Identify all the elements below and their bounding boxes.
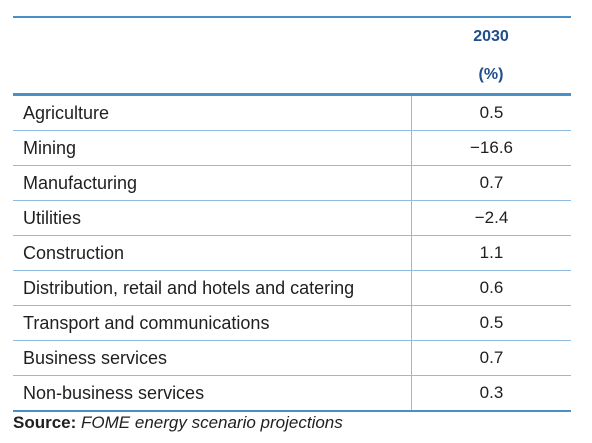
header-unit: (%) [478,66,504,83]
header-column-2030: 2030 (%) [411,18,571,93]
header-year: 2030 [473,28,509,45]
row-value: −16.6 [469,138,513,157]
row-label: Agriculture [13,96,412,130]
row-label: Transport and communications [13,306,412,340]
table-row: Mining −16.6 [13,131,571,166]
row-label: Business services [13,341,412,375]
row-value: 0.5 [479,313,504,332]
table-top-rule [13,16,571,18]
table-row: Non-business services 0.3 [13,376,571,412]
table-row: Agriculture 0.5 [13,96,571,131]
table-row: Manufacturing 0.7 [13,166,571,201]
row-label: Distribution, retail and hotels and cate… [13,271,412,305]
row-label: Non-business services [13,376,412,410]
row-value: 1.1 [479,243,504,262]
header-blank-cell [13,18,411,93]
row-value: −2.4 [474,208,509,227]
table-header-rule [13,93,571,96]
row-value: 0.7 [479,173,504,192]
row-label: Construction [13,236,412,270]
table-row: Construction 1.1 [13,236,571,271]
row-value: 0.6 [479,278,504,297]
data-table: 2030 (%) Agriculture 0.5 Mining −16.6 Ma… [13,16,571,412]
row-label: Mining [13,131,412,165]
table-row: Distribution, retail and hotels and cate… [13,271,571,306]
row-value: 0.3 [479,383,504,402]
table-row: Utilities −2.4 [13,201,571,236]
source-note: Source: FOME energy scenario projections [13,413,343,433]
row-value: 0.7 [479,348,504,367]
source-label: Source: [13,413,77,432]
table-row: Business services 0.7 [13,341,571,376]
row-label: Utilities [13,201,412,235]
row-label: Manufacturing [13,166,412,200]
row-value: 0.5 [479,103,504,122]
source-text: FOME energy scenario projections [81,413,343,432]
table-row: Transport and communications 0.5 [13,306,571,341]
table-header: 2030 (%) [13,18,571,93]
